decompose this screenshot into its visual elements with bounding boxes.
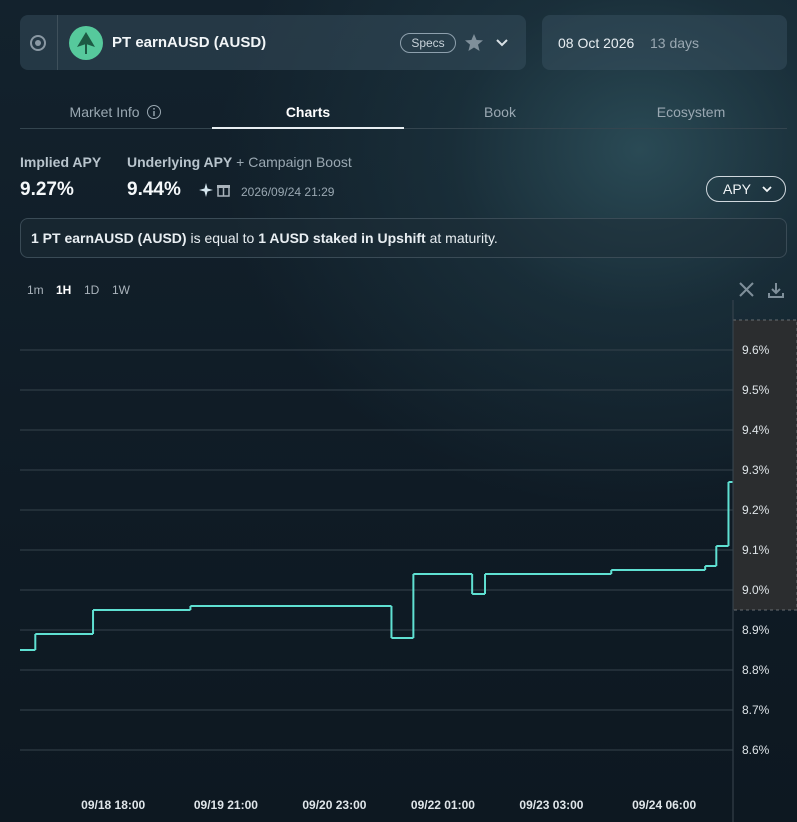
underlying-label: Underlying APY [127, 154, 233, 170]
tab-label: Market Info [69, 104, 140, 120]
dropdown-chevron [762, 186, 772, 193]
y-tick-label: 8.9% [742, 623, 770, 637]
y-tick-label: 9.1% [742, 543, 770, 557]
underlying-apy-value: 9.44% [127, 179, 181, 200]
implied-apy-label: Implied APY [20, 154, 102, 170]
x-tick-label: 09/22 01:00 [411, 798, 475, 812]
info-box: 1 PT earnAUSD (AUSD) is equal to 1 AUSD … [20, 218, 787, 258]
token-logo [69, 26, 103, 60]
y-tick-label: 8.7% [742, 703, 770, 717]
tab[interactable]: Market Info [20, 104, 212, 120]
campaign-boost-label: + Campaign Boost [236, 154, 352, 170]
underlying-apy-label: Underlying APY + Campaign Boost [127, 154, 352, 170]
boost-icons [199, 183, 230, 197]
x-tick-label: 09/24 06:00 [632, 798, 696, 812]
expand-chevron[interactable] [494, 35, 510, 51]
price-range-highlight [732, 319, 797, 611]
info-text: 1 PT earnAUSD (AUSD) [31, 230, 187, 246]
tools-icon[interactable] [739, 282, 754, 297]
y-tick-label: 9.3% [742, 463, 770, 477]
chart-tools [739, 282, 784, 298]
y-tick-label: 8.6% [742, 743, 770, 757]
apy-dropdown[interactable]: APY [706, 176, 786, 202]
apy-dropdown-label: APY [723, 181, 751, 197]
y-tick-label: 9.6% [742, 343, 770, 357]
tab[interactable]: Book [484, 104, 516, 120]
y-tick-label: 8.8% [742, 663, 770, 677]
implied-apy-value: 9.27% [20, 179, 74, 200]
interval-button[interactable]: 1m [27, 283, 44, 297]
maturity-panel: 08 Oct 2026 13 days [542, 15, 787, 70]
back-icon [30, 35, 46, 51]
y-tick-label: 9.2% [742, 503, 770, 517]
interval-button[interactable]: 1W [112, 283, 130, 297]
y-tick-label: 9.0% [742, 583, 770, 597]
interval-button[interactable]: 1D [84, 283, 100, 297]
x-tick-label: 09/19 21:00 [194, 798, 258, 812]
download-icon[interactable] [768, 283, 784, 298]
timestamp: 2026/09/24 21:29 [241, 185, 335, 199]
y-tick-label: 9.5% [742, 383, 770, 397]
info-text: 1 AUSD staked in Upshift [258, 230, 426, 246]
info-text: at maturity. [425, 230, 498, 246]
maturity-date: 08 Oct 2026 [558, 35, 635, 51]
tab[interactable]: Charts [285, 104, 331, 120]
x-tick-label: 09/20 23:00 [302, 798, 366, 812]
info-text: is equal to [186, 230, 259, 246]
tab[interactable]: Ecosystem [656, 104, 726, 120]
x-tick-label: 09/23 03:00 [519, 798, 583, 812]
favorite-star[interactable] [464, 33, 484, 53]
info-icon [147, 105, 162, 119]
x-tick-label: 09/18 18:00 [81, 798, 145, 812]
specs-button[interactable]: Specs [400, 33, 456, 53]
back-button[interactable] [20, 15, 58, 70]
interval-button[interactable]: 1H [56, 283, 72, 297]
market-title: PT earnAUSD (AUSD) [112, 34, 267, 51]
active-tab-underline [212, 127, 404, 129]
market-header: PT earnAUSD (AUSD) Specs [20, 15, 526, 70]
days-left: 13 days [650, 35, 700, 51]
y-tick-label: 9.4% [742, 423, 770, 437]
apy-chart: 8.6% 8.7% 8.8% 8.9% 9.0% 9.1% 9.2% 9.3% 9.4% 9.5%… [20, 300, 797, 822]
